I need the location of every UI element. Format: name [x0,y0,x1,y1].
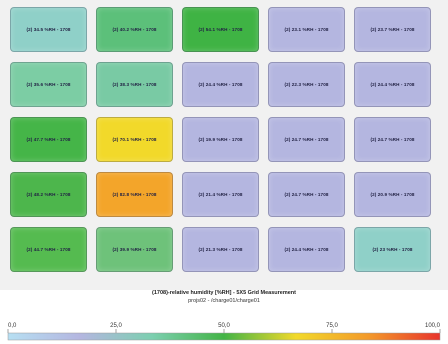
heatmap-cell-label: (2) 39.9 %RH - 1708 [112,247,157,252]
heatmap-cell-label: (2) 34.5 %RH - 1708 [26,27,71,32]
color-scale-legend: 0,0 25,0 50,0 75,0 100,0 [7,323,441,341]
heatmap-cell-label: (2) 82.8 %RH - 1708 [112,192,157,197]
heatmap-cell: (2) 21.3 %RH - 1708 [182,227,259,272]
heatmap-cell: (2) 24.7 %RH - 1708 [268,117,345,162]
heatmap-cell: (2) 44.7 %RH - 1708 [10,227,87,272]
heatmap-cell: (2) 24.4 %RH - 1708 [354,62,431,107]
heatmap-cell-label: (2) 48.2 %RH - 1708 [26,192,71,197]
scale-tick-label: 50,0 [218,323,230,329]
heatmap-cell-label: (2) 21.4 %RH - 1708 [198,192,243,197]
heatmap-cell: (2) 24.4 %RH - 1708 [182,62,259,107]
heatmap-cell: (2) 40.2 %RH - 1708 [96,7,173,52]
heatmap-cell: (2) 19.9 %RH - 1708 [182,117,259,162]
scale-tick-label: 100,0 [425,323,441,329]
heatmap-cell: (2) 24.7 %RH - 1708 [268,172,345,217]
heatmap-cell-label: (2) 44.7 %RH - 1708 [26,247,71,252]
heatmap-cell-label: (2) 24.7 %RH - 1708 [284,137,329,142]
heatmap-cell-label: (2) 24.7 %RH - 1708 [284,192,329,197]
heatmap-cell-label: (2) 35.6 %RH - 1708 [26,82,71,87]
heatmap-cell: (2) 22.3 %RH - 1708 [268,62,345,107]
heatmap-cell-label: (2) 38.3 %RH - 1708 [112,82,157,87]
heatmap-cell: (2) 23.7 %RH - 1708 [354,7,431,52]
heatmap-cell: (2) 70.1 %RH - 1708 [96,117,173,162]
heatmap-cell-label: (2) 47.7 %RH - 1708 [26,137,71,142]
heatmap-cell: (2) 24.7 %RH - 1708 [354,117,431,162]
heatmap-cell: (2) 20.9 %RH - 1708 [354,172,431,217]
scale-tick-label: 75,0 [326,323,338,329]
heatmap-cell-label: (2) 24.4 %RH - 1708 [284,247,329,252]
chart-caption: (1708)-relative humidity [%RH] - 5X5 Gri… [0,290,448,312]
heatmap-cell: (2) 23 %RH - 1708 [354,227,431,272]
heatmap-cell-label: (2) 23.7 %RH - 1708 [370,27,415,32]
heatmap-cell: (2) 82.8 %RH - 1708 [96,172,173,217]
heatmap-cell-label: (2) 21.3 %RH - 1708 [198,247,243,252]
heatmap-grid: (2) 34.5 %RH - 1708 (2) 40.2 %RH - 1708 (2… [0,0,448,290]
heatmap-cell: (2) 39.9 %RH - 1708 [96,227,173,272]
heatmap-cell-label: (2) 40.2 %RH - 1708 [112,27,157,32]
heatmap-cell-label: (2) 22.3 %RH - 1708 [284,82,329,87]
heatmap-cell: (2) 54.1 %RH - 1708 [182,7,259,52]
heatmap-cell: (2) 24.4 %RH - 1708 [268,227,345,272]
color-scale-bar [7,332,441,341]
heatmap-cell-label: (2) 23 %RH - 1708 [372,247,413,252]
heatmap-cell-label: (2) 54.1 %RH - 1708 [198,27,243,32]
heatmap-cell: (2) 23.1 %RH - 1708 [268,7,345,52]
heatmap-cell-label: (2) 24.4 %RH - 1708 [370,82,415,87]
scale-tick-label: 0,0 [8,323,17,329]
heatmap-cell-label: (2) 24.7 %RH - 1708 [370,137,415,142]
scale-tick-label: 25,0 [110,323,122,329]
heatmap-cell-label: (2) 20.9 %RH - 1708 [370,192,415,197]
heatmap-cell: (2) 21.4 %RH - 1708 [182,172,259,217]
heatmap-cell: (2) 35.6 %RH - 1708 [10,62,87,107]
heatmap-cell: (2) 48.2 %RH - 1708 [10,172,87,217]
heatmap-cell-label: (2) 70.1 %RH - 1708 [112,137,157,142]
heatmap-cell: (2) 38.3 %RH - 1708 [96,62,173,107]
heatmap-cell: (2) 34.5 %RH - 1708 [10,7,87,52]
heatmap-cell-label: (2) 19.9 %RH - 1708 [198,137,243,142]
heatmap-cell-label: (2) 24.4 %RH - 1708 [198,82,243,87]
chart-subtitle: projs02 - /charge01/charge01 [188,297,260,304]
heatmap-cell: (2) 47.7 %RH - 1708 [10,117,87,162]
heatmap-cell-label: (2) 23.1 %RH - 1708 [284,27,329,32]
chart-title: (1708)-relative humidity [%RH] - 5X5 Gri… [152,290,296,296]
